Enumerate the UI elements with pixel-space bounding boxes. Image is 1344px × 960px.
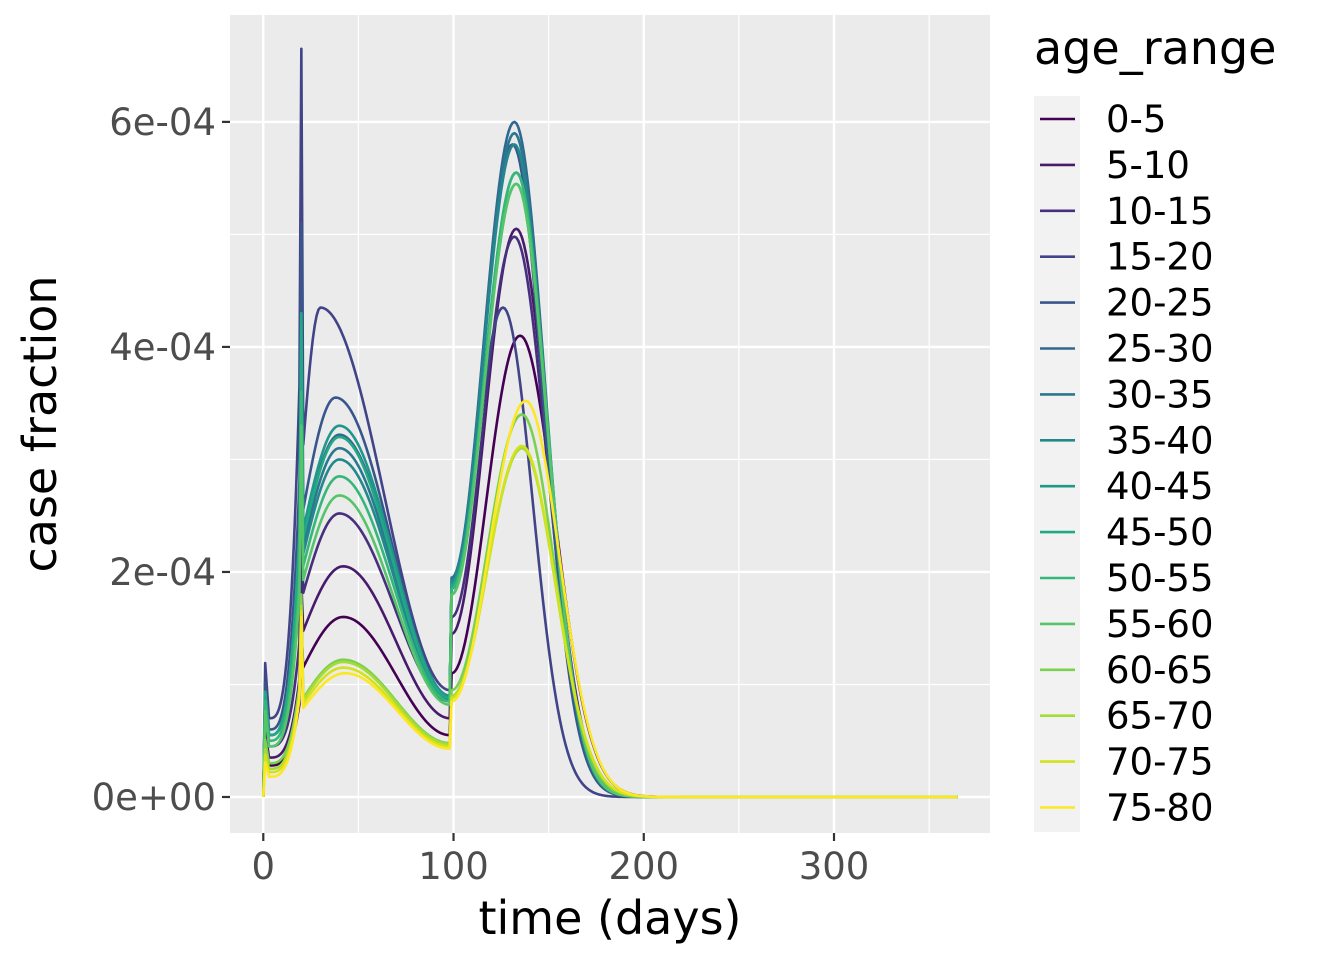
- legend-label: 35-40: [1106, 419, 1214, 462]
- legend-label: 40-45: [1106, 465, 1214, 508]
- legend-items: 0-55-1010-1515-2020-2525-3030-3535-4040-…: [1040, 98, 1214, 830]
- legend-label: 65-70: [1106, 695, 1214, 738]
- legend-label: 75-80: [1106, 787, 1214, 830]
- legend-label: 10-15: [1106, 190, 1214, 233]
- series-lines: [261, 47, 958, 799]
- legend-label: 30-35: [1106, 373, 1214, 416]
- legend-title: age_range: [1034, 21, 1276, 75]
- x-tick-label: 200: [608, 845, 679, 888]
- x-axis-label: time (days): [478, 891, 741, 945]
- legend-label: 50-55: [1106, 557, 1214, 600]
- legend-label: 0-5: [1106, 98, 1166, 141]
- grid-major: [230, 15, 990, 833]
- legend-label: 70-75: [1106, 741, 1214, 784]
- legend: age_range 0-55-1010-1515-2020-2525-3030-…: [1034, 21, 1276, 832]
- legend-label: 20-25: [1106, 282, 1214, 325]
- legend-label: 25-30: [1106, 328, 1214, 371]
- grid-minor: [230, 15, 990, 833]
- legend-label: 60-65: [1106, 649, 1214, 692]
- y-tick-label: 6e-04: [109, 101, 216, 144]
- legend-label: 5-10: [1106, 144, 1190, 187]
- x-tick-label: 100: [418, 845, 489, 888]
- y-tick-label: 0e+00: [92, 776, 216, 819]
- legend-label: 45-50: [1106, 511, 1214, 554]
- x-tick-label: 300: [799, 845, 870, 888]
- x-axis: 0 100 200 300: [252, 833, 870, 888]
- legend-label: 15-20: [1106, 236, 1214, 279]
- plot-panel: [230, 15, 990, 833]
- y-tick-label: 2e-04: [109, 551, 216, 594]
- series-line-75-80: [261, 399, 958, 799]
- x-tick-label: 0: [252, 845, 276, 888]
- legend-label: 55-60: [1106, 603, 1214, 646]
- legend-key-background: [1034, 96, 1080, 832]
- y-axis: 0e+00 2e-04 4e-04 6e-04: [92, 101, 230, 819]
- y-tick-label: 4e-04: [109, 326, 216, 369]
- y-axis-label: case fraction: [13, 275, 67, 572]
